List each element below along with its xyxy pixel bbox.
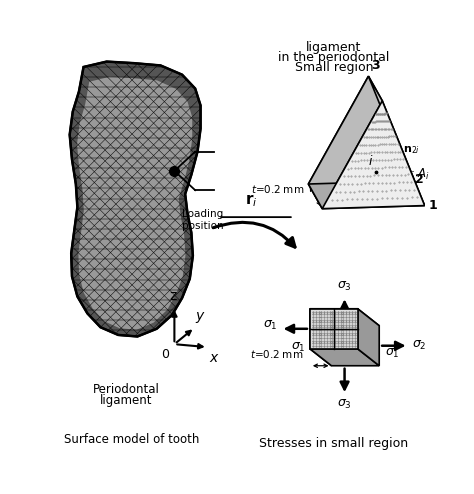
- Text: $\sigma_3$: $\sigma_3$: [337, 280, 352, 293]
- Text: 0: 0: [161, 348, 169, 361]
- Polygon shape: [310, 349, 379, 366]
- Text: $\sigma_2$: $\sigma_2$: [411, 339, 426, 352]
- Text: x: x: [210, 351, 218, 365]
- Text: $\sigma_1$: $\sigma_1$: [291, 341, 305, 354]
- Polygon shape: [77, 77, 192, 329]
- Text: y: y: [196, 309, 204, 323]
- Text: ligament: ligament: [306, 41, 362, 54]
- Polygon shape: [322, 101, 425, 208]
- Polygon shape: [310, 309, 379, 326]
- Text: in the periodontal: in the periodontal: [278, 51, 390, 64]
- Polygon shape: [70, 62, 201, 336]
- Polygon shape: [309, 76, 411, 184]
- Text: Small region: Small region: [294, 61, 373, 74]
- Text: $\tau_2$: $\tau_2$: [342, 312, 356, 325]
- Text: $\sigma_1$: $\sigma_1$: [263, 319, 278, 332]
- Text: 1: 1: [428, 199, 437, 212]
- Text: z: z: [169, 289, 176, 303]
- Text: Surface model of tooth: Surface model of tooth: [64, 433, 200, 446]
- Polygon shape: [310, 309, 358, 349]
- Text: Stresses in small region: Stresses in small region: [259, 437, 408, 450]
- Text: Area : $A_i$: Area : $A_i$: [379, 167, 430, 182]
- Text: $\sigma_3$: $\sigma_3$: [337, 398, 352, 411]
- Text: Loading
position: Loading position: [182, 209, 224, 231]
- Text: 2: 2: [415, 173, 423, 186]
- Polygon shape: [309, 181, 425, 208]
- Text: 3: 3: [371, 59, 379, 72]
- Text: $\mathbf{n}_{1i}$: $\mathbf{n}_{1i}$: [400, 191, 417, 203]
- Polygon shape: [310, 309, 331, 366]
- Text: $\tau_3$: $\tau_3$: [318, 308, 331, 322]
- Polygon shape: [309, 76, 383, 208]
- Text: $t$=0.2 mm: $t$=0.2 mm: [251, 183, 304, 195]
- Text: $\mathbf{n}_{2i}$: $\mathbf{n}_{2i}$: [402, 145, 419, 156]
- Polygon shape: [358, 309, 379, 366]
- Text: $\sigma_1$: $\sigma_1$: [385, 346, 400, 360]
- Polygon shape: [368, 76, 425, 206]
- Text: $\mathbf{r}_i$: $\mathbf{r}_i$: [245, 193, 258, 209]
- Text: $t$=0.2 mm: $t$=0.2 mm: [250, 348, 304, 360]
- Text: $i$: $i$: [367, 154, 373, 168]
- Text: ligament: ligament: [100, 394, 152, 407]
- Text: Periodontal: Periodontal: [92, 383, 159, 396]
- Text: $\mathbf{n}_{3i}$: $\mathbf{n}_{3i}$: [340, 137, 357, 149]
